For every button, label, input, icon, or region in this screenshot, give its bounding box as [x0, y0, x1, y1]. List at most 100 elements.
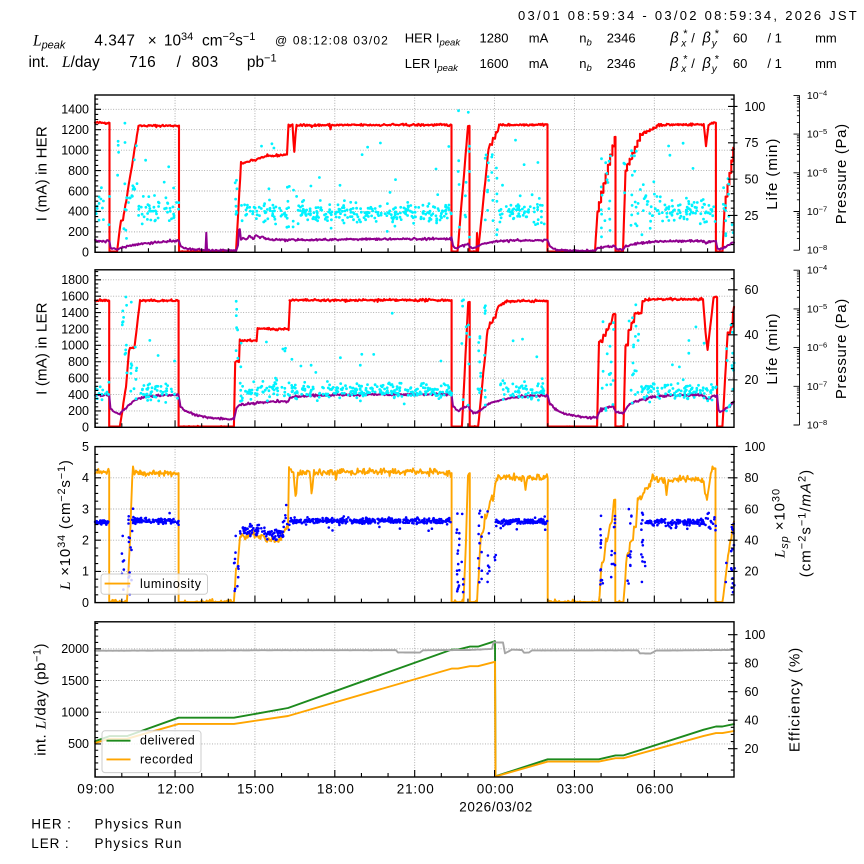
svg-text:*: * — [715, 28, 720, 40]
svg-text:4.347: 4.347 — [94, 33, 135, 50]
svg-text:15:00: 15:00 — [237, 782, 275, 797]
svg-text:1500: 1500 — [61, 674, 89, 688]
svg-text:06:00: 06:00 — [636, 782, 674, 797]
svg-text:10−4: 10−4 — [807, 263, 827, 277]
svg-text:β: β — [702, 31, 711, 47]
svg-text:Lsp ×1030: Lsp ×1030 — [771, 488, 792, 559]
svg-text:800: 800 — [68, 355, 89, 369]
svg-text:mm: mm — [815, 31, 837, 46]
svg-text:60: 60 — [733, 56, 747, 71]
svg-text:HER Ipeak: HER Ipeak — [405, 31, 462, 49]
svg-text:@ 08:12:08 03/02: @ 08:12:08 03/02 — [275, 34, 389, 48]
svg-text:*: * — [683, 28, 688, 40]
svg-text:/ 1: / 1 — [767, 31, 781, 46]
svg-text:80: 80 — [745, 657, 759, 671]
svg-text:5: 5 — [82, 440, 89, 454]
svg-text:1034: 1034 — [164, 31, 193, 50]
svg-text:20: 20 — [745, 373, 759, 387]
svg-text:1600: 1600 — [480, 56, 509, 71]
svg-text:4: 4 — [82, 471, 89, 485]
svg-text:1280: 1280 — [480, 31, 509, 46]
svg-text:18:00: 18:00 — [317, 782, 355, 797]
svg-text:Pressure (Pa): Pressure (Pa) — [833, 298, 850, 399]
svg-text:y: y — [711, 38, 718, 49]
svg-text:1400: 1400 — [61, 306, 89, 320]
svg-text:nb: nb — [579, 31, 592, 49]
svg-text:1200: 1200 — [61, 123, 89, 137]
svg-text:Life (min): Life (min) — [764, 313, 781, 385]
svg-text:803: 803 — [192, 54, 219, 71]
svg-text:1400: 1400 — [61, 103, 89, 117]
svg-text:mA: mA — [529, 31, 549, 46]
svg-text:2346: 2346 — [607, 56, 636, 71]
svg-text:Physics Run: Physics Run — [95, 817, 183, 832]
svg-text:40: 40 — [745, 534, 759, 548]
svg-text:3: 3 — [82, 502, 89, 516]
svg-text:nb: nb — [579, 56, 592, 74]
svg-text:80: 80 — [745, 471, 759, 485]
svg-text:int. L/day (pb−1): int. L/day (pb−1) — [32, 643, 50, 756]
svg-text:x: x — [680, 64, 687, 75]
svg-text:*: * — [683, 54, 688, 66]
svg-text:LER Ipeak: LER Ipeak — [405, 56, 459, 74]
svg-text:25: 25 — [745, 209, 759, 223]
svg-text:x: x — [680, 38, 687, 49]
svg-text:Pressure (Pa): Pressure (Pa) — [833, 123, 850, 224]
svg-text:200: 200 — [68, 404, 89, 418]
svg-text:β: β — [702, 56, 711, 72]
svg-text:Physics Run: Physics Run — [95, 836, 183, 851]
svg-text:40: 40 — [745, 714, 759, 728]
svg-text:(cm−2s−1/mA2): (cm−2s−1/mA2) — [797, 469, 815, 577]
svg-text:L/day: L/day — [61, 54, 100, 71]
svg-text:/: / — [691, 56, 695, 71]
svg-text:12:00: 12:00 — [157, 782, 195, 797]
svg-text:β: β — [669, 56, 678, 72]
svg-text:10−8: 10−8 — [807, 418, 827, 432]
svg-text:Life (min): Life (min) — [764, 138, 781, 210]
svg-text:HER :: HER : — [31, 817, 72, 832]
svg-text:2000: 2000 — [61, 642, 89, 656]
svg-text:50: 50 — [745, 172, 759, 186]
svg-text:10−4: 10−4 — [807, 88, 827, 102]
svg-text:mm: mm — [815, 56, 837, 71]
svg-text:1000: 1000 — [61, 144, 89, 158]
svg-text:10−7: 10−7 — [807, 379, 827, 393]
svg-text:400: 400 — [68, 388, 89, 402]
svg-text:LER :: LER : — [31, 836, 69, 851]
svg-text:×: × — [148, 33, 157, 50]
svg-text:00:00: 00:00 — [477, 782, 515, 797]
svg-text:40: 40 — [745, 328, 759, 342]
svg-text:10−6: 10−6 — [807, 341, 827, 355]
svg-text:10−5: 10−5 — [807, 127, 827, 141]
svg-text:1600: 1600 — [61, 290, 89, 304]
svg-text:0: 0 — [82, 246, 89, 260]
svg-text:/ 1: / 1 — [767, 56, 781, 71]
svg-text:1000: 1000 — [61, 706, 89, 720]
svg-text:716: 716 — [129, 54, 156, 71]
svg-text:2346: 2346 — [607, 31, 636, 46]
svg-text:21:00: 21:00 — [397, 782, 435, 797]
svg-text:100: 100 — [745, 100, 766, 114]
svg-text:2026/03/02: 2026/03/02 — [459, 800, 533, 815]
svg-text:60: 60 — [733, 31, 747, 46]
svg-text:60: 60 — [745, 685, 759, 699]
svg-text:int.: int. — [29, 54, 50, 71]
svg-text:10−8: 10−8 — [807, 243, 827, 257]
svg-text:500: 500 — [68, 737, 89, 751]
svg-text:/: / — [691, 31, 695, 46]
svg-text:60: 60 — [745, 283, 759, 297]
svg-text:pb−1: pb−1 — [247, 53, 277, 72]
svg-text:100: 100 — [745, 440, 766, 454]
svg-text:400: 400 — [68, 205, 89, 219]
svg-text:2: 2 — [82, 534, 89, 548]
svg-text:10−7: 10−7 — [807, 205, 827, 219]
svg-text:800: 800 — [68, 164, 89, 178]
svg-text:200: 200 — [68, 225, 89, 239]
svg-text:1: 1 — [82, 565, 89, 579]
svg-text:10−5: 10−5 — [807, 302, 827, 316]
svg-text:20: 20 — [745, 742, 759, 756]
svg-text:Lpeak: Lpeak — [32, 33, 66, 52]
svg-text:03/01 08:59:34 - 03/02 08:59:3: 03/01 08:59:34 - 03/02 08:59:34, 2026 JS… — [518, 8, 859, 23]
svg-text:mA: mA — [529, 56, 549, 71]
svg-text:600: 600 — [68, 371, 89, 385]
